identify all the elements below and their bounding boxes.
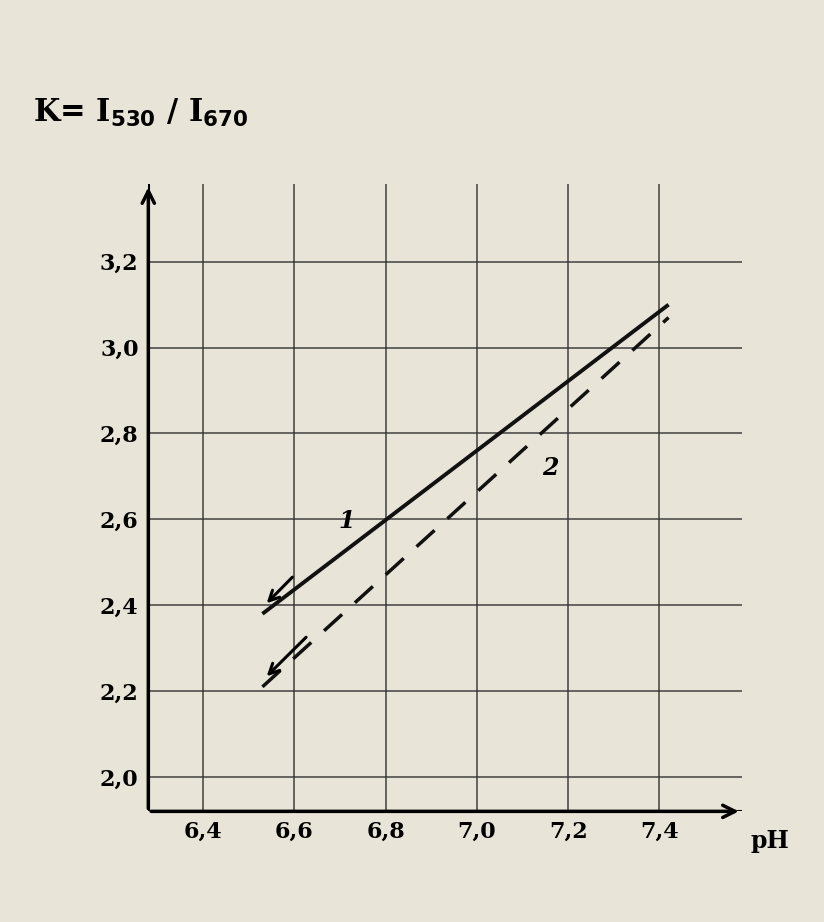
- Text: 2: 2: [541, 455, 558, 479]
- Text: 1: 1: [339, 510, 355, 534]
- Text: pH: pH: [751, 829, 789, 853]
- Text: K= I$_{\mathbf{530}}$ / I$_{\mathbf{670}}$: K= I$_{\mathbf{530}}$ / I$_{\mathbf{670}…: [33, 97, 248, 129]
